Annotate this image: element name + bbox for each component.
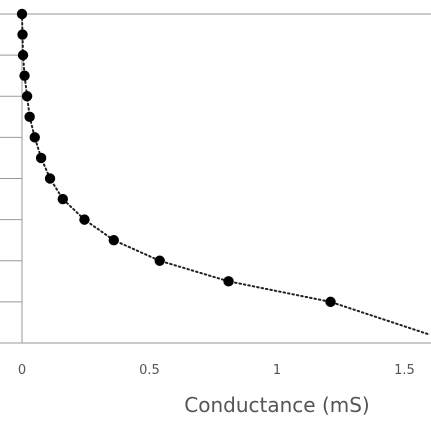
x-tick-labels: 0 0.5 1 1.5 — [18, 363, 415, 378]
data-point — [154, 255, 165, 266]
x-tick-label: 1.5 — [394, 363, 415, 378]
data-point — [108, 234, 120, 246]
axes — [0, 13, 431, 344]
data-point — [19, 70, 30, 81]
data-point — [35, 152, 47, 164]
data-point — [44, 173, 56, 184]
data-points — [16, 8, 336, 308]
data-point — [17, 29, 28, 40]
data-point — [325, 296, 336, 308]
data-point — [29, 132, 40, 143]
data-point — [24, 111, 35, 123]
trendline-path — [21, 13, 431, 336]
x-tick-label: 1 — [273, 363, 281, 378]
data-point — [223, 276, 234, 287]
data-point — [17, 49, 29, 61]
data-point — [16, 8, 28, 20]
data-point — [79, 214, 90, 225]
x-tick-label: 0.5 — [139, 363, 160, 378]
data-point — [21, 91, 33, 102]
data-point — [57, 193, 68, 205]
x-axis-title: Conductance (mS) — [184, 393, 369, 417]
x-tick-label: 0 — [18, 363, 26, 378]
trendline — [21, 13, 431, 336]
